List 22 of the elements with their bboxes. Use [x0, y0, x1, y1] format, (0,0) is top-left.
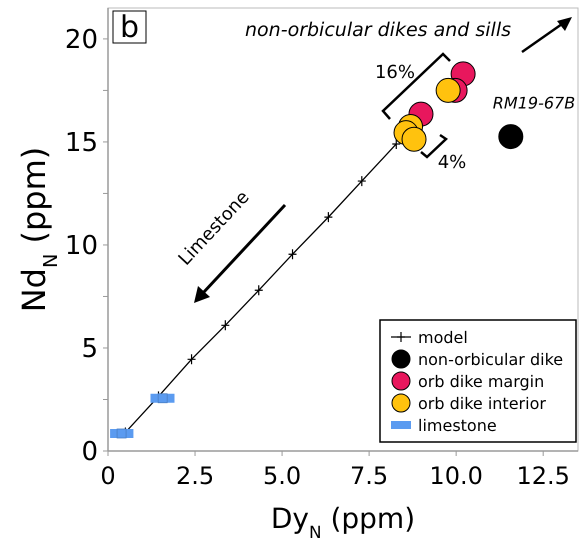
annotation: b [120, 10, 140, 45]
annotation: non-orbicular dikes and sills [245, 19, 512, 41]
x-tick-label: 10.0 [429, 462, 483, 490]
y-tick-label: 20 [64, 24, 98, 55]
annotation: 4% [438, 152, 466, 173]
annotation: 16% [374, 62, 416, 83]
y-tick-label: 15 [64, 128, 98, 158]
x-tick-label: 0 [100, 462, 116, 490]
annotation: RM19-67B [492, 94, 576, 113]
legend-label: orb dike interior [418, 394, 546, 413]
x-tick-label: 7.5 [350, 462, 388, 490]
legend-label: model [418, 328, 468, 347]
legend-label: orb dike margin [418, 372, 544, 391]
y-tick-label: 10 [64, 230, 98, 261]
x-tick-label: 12.5 [516, 462, 570, 490]
x-axis-title: Dy$_{N}$ (ppm) [270, 502, 416, 539]
y-tick-label: 0 [81, 437, 98, 467]
y-tick-label: 5 [81, 334, 98, 364]
legend-label: non-orbicular dike [418, 350, 564, 369]
x-tick-label: 2.5 [176, 462, 214, 490]
x-tick-label: 5.0 [262, 462, 302, 490]
legend-label: limestone [418, 416, 497, 435]
